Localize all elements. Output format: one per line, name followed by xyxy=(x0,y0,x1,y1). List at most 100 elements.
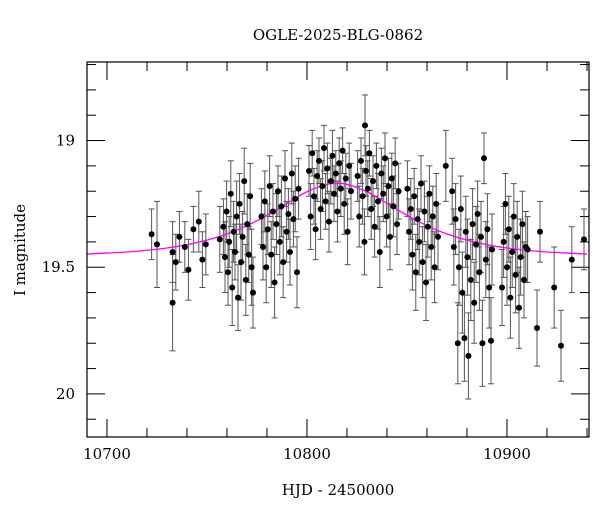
data-point xyxy=(359,193,366,200)
data-point xyxy=(378,170,385,177)
data-point xyxy=(421,208,428,215)
data-point xyxy=(476,269,483,276)
data-point xyxy=(287,249,293,256)
data-point xyxy=(235,294,241,301)
chart-title: OGLE-2025-BLG-0862 xyxy=(253,26,423,44)
data-point xyxy=(363,167,369,174)
data-point xyxy=(433,200,440,207)
data-point xyxy=(482,256,489,263)
data-point xyxy=(172,259,179,266)
data-point xyxy=(450,243,457,250)
data-point xyxy=(521,276,527,283)
x-tick-label: 10700 xyxy=(83,445,131,463)
data-point xyxy=(181,243,188,250)
data-point xyxy=(373,162,380,169)
data-point xyxy=(292,195,299,202)
data-point xyxy=(283,228,290,235)
data-point xyxy=(148,231,155,238)
data-point xyxy=(467,276,474,283)
data-point xyxy=(348,188,354,195)
data-point xyxy=(505,226,512,233)
data-point xyxy=(366,150,373,157)
data-point xyxy=(474,211,481,218)
data-point xyxy=(449,188,456,195)
data-point xyxy=(459,289,466,296)
data-point xyxy=(502,200,509,207)
data-point xyxy=(517,254,524,261)
data-point xyxy=(329,152,336,159)
data-point xyxy=(516,304,522,311)
data-point xyxy=(306,167,312,174)
data-point xyxy=(230,228,237,235)
data-point xyxy=(319,183,326,190)
data-point xyxy=(383,213,390,220)
data-point xyxy=(238,259,244,266)
data-point xyxy=(456,264,462,271)
data-point xyxy=(278,203,285,210)
data-point xyxy=(424,223,431,230)
data-point xyxy=(428,243,435,250)
data-point xyxy=(327,178,334,185)
data-point xyxy=(551,284,558,291)
data-point xyxy=(368,205,375,212)
data-point xyxy=(285,211,292,218)
data-point xyxy=(226,238,233,245)
data-point xyxy=(324,165,331,172)
data-point xyxy=(288,170,295,177)
data-point xyxy=(423,279,429,286)
data-point xyxy=(361,238,368,245)
data-point xyxy=(225,269,231,276)
data-point xyxy=(452,216,459,223)
data-point xyxy=(195,218,202,225)
data-point xyxy=(185,266,192,273)
data-point xyxy=(295,185,302,192)
data-point xyxy=(412,269,419,276)
data-point xyxy=(199,256,206,263)
data-point xyxy=(462,228,469,235)
data-point xyxy=(418,180,424,187)
data-point xyxy=(169,299,176,306)
data-point xyxy=(346,162,353,169)
data-point xyxy=(258,213,265,220)
data-point xyxy=(282,175,288,182)
data-point xyxy=(534,325,540,332)
data-point xyxy=(233,213,240,220)
data-point xyxy=(321,145,327,152)
data-point xyxy=(416,238,423,245)
data-point xyxy=(510,213,517,220)
data-point xyxy=(375,198,381,205)
data-point xyxy=(307,213,314,220)
data-point xyxy=(261,198,268,205)
data-point xyxy=(273,221,280,228)
data-point xyxy=(473,241,479,248)
data-point xyxy=(385,183,392,190)
data-point xyxy=(370,178,376,185)
data-point xyxy=(426,190,433,197)
data-point xyxy=(331,190,337,197)
data-point xyxy=(242,276,249,283)
data-point xyxy=(512,271,519,278)
data-point xyxy=(568,256,575,263)
data-point xyxy=(509,249,516,256)
data-point xyxy=(380,190,387,197)
data-point xyxy=(394,221,400,228)
data-point xyxy=(486,284,493,291)
x-tick-label: 10900 xyxy=(483,445,531,463)
data-point xyxy=(504,264,510,271)
data-point xyxy=(364,185,371,192)
data-point xyxy=(431,264,438,271)
model-curve xyxy=(86,182,588,255)
data-point xyxy=(222,254,228,261)
x-axis-label: HJD - 2450000 xyxy=(282,481,395,499)
data-point xyxy=(270,208,276,215)
data-point xyxy=(176,233,183,240)
data-point xyxy=(312,226,319,233)
data-point xyxy=(558,342,564,349)
data-point xyxy=(471,299,478,306)
data-point xyxy=(154,241,160,248)
data-point xyxy=(260,243,266,250)
data-point xyxy=(382,155,388,162)
data-point xyxy=(461,335,468,342)
data-point xyxy=(244,221,251,228)
data-point xyxy=(314,173,321,180)
